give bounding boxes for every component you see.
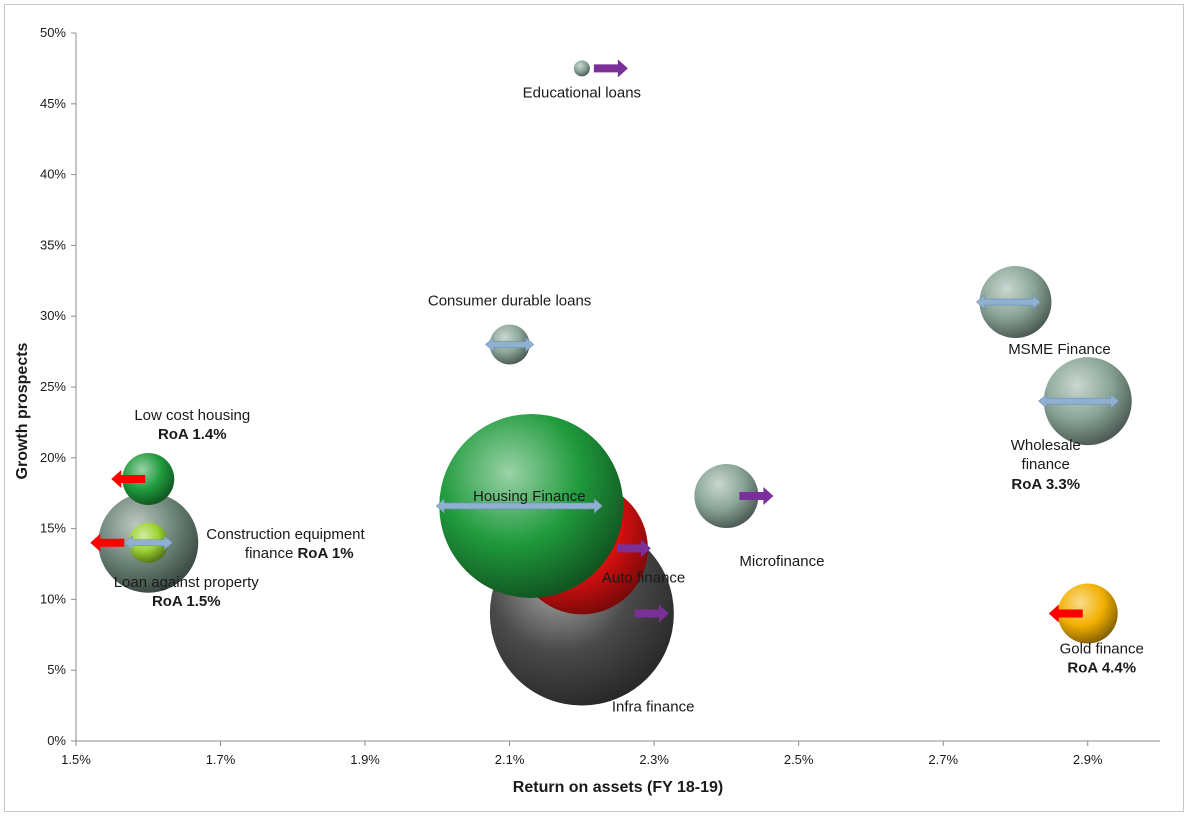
y-axis-title: Growth prospects bbox=[14, 342, 31, 479]
bubble-label: Infra finance bbox=[612, 699, 695, 716]
trend-arrow-left bbox=[111, 470, 146, 489]
bubble-label: Construction equipment finance RoA 1% bbox=[206, 526, 365, 562]
trend-arrow-flat bbox=[435, 498, 603, 514]
x-tick-label: 2.5% bbox=[784, 752, 814, 767]
x-tick-label: 1.7% bbox=[206, 752, 236, 767]
x-tick-label: 2.9% bbox=[1073, 752, 1103, 767]
trend-arrow-left bbox=[90, 533, 125, 552]
y-tick-label: 5% bbox=[47, 662, 66, 677]
bubble-label: Auto finance bbox=[602, 569, 685, 586]
ticks: 1.5% 1.7% 1.9% 2.1% 2.3% 2.5% 2.7% 2.9% 0% 5% 10% 1… bbox=[40, 25, 1103, 767]
y-tick-label: 35% bbox=[40, 237, 66, 252]
y-tick-label: 40% bbox=[40, 167, 66, 182]
trend-arrow-left bbox=[1048, 604, 1083, 623]
trend-arrow-right bbox=[593, 59, 628, 78]
x-axis-title: Return on assets (FY 18-19) bbox=[513, 779, 723, 796]
bubble-4 bbox=[122, 453, 175, 506]
chart-frame bbox=[4, 4, 1184, 812]
y-tick-label: 0% bbox=[47, 733, 66, 748]
bubble-7 bbox=[694, 464, 759, 529]
bubble-label: Wholesale finance RoA 3.3% bbox=[1011, 437, 1081, 493]
bubble-label: Educational loans bbox=[523, 84, 641, 101]
trend-arrow-flat bbox=[485, 336, 535, 353]
bubbles bbox=[98, 60, 1132, 706]
y-tick-label: 15% bbox=[40, 521, 66, 536]
trend-arrow-right bbox=[739, 487, 774, 506]
bubble-0 bbox=[573, 60, 590, 77]
y-tick-label: 45% bbox=[40, 96, 66, 111]
x-tick-label: 2.3% bbox=[639, 752, 669, 767]
y-tick-label: 50% bbox=[40, 25, 66, 40]
trend-arrow-right bbox=[634, 604, 669, 623]
bubble-label: Loan against property RoA 1.5% bbox=[114, 574, 260, 610]
y-tick-label: 25% bbox=[40, 379, 66, 394]
y-tick-label: 10% bbox=[40, 591, 66, 606]
y-tick-label: 20% bbox=[40, 450, 66, 465]
trend-arrows bbox=[90, 59, 1120, 623]
bubble-label: MSME Finance bbox=[1008, 341, 1111, 358]
bubble-label: Housing Finance bbox=[473, 488, 586, 505]
x-tick-label: 1.9% bbox=[350, 752, 380, 767]
bubble-label: Gold finance RoA 4.4% bbox=[1060, 641, 1144, 677]
bubble-11 bbox=[1057, 583, 1118, 644]
x-tick-label: 2.1% bbox=[495, 752, 525, 767]
x-tick-label: 1.5% bbox=[61, 752, 91, 767]
x-tick-label: 2.7% bbox=[928, 752, 958, 767]
bubble-labels: Educational loans Consumer durable loans M… bbox=[114, 84, 1144, 715]
bubble-label: Low cost housing RoA 1.4% bbox=[134, 407, 250, 443]
trend-arrow-flat bbox=[123, 535, 173, 551]
trend-arrow-flat bbox=[1038, 393, 1120, 409]
bubble-label: Consumer durable loans bbox=[428, 293, 591, 310]
trend-arrow-right bbox=[616, 539, 651, 558]
trend-arrow-flat bbox=[976, 294, 1041, 310]
y-tick-label: 30% bbox=[40, 308, 66, 323]
bubble-label: Microfinance bbox=[739, 553, 824, 570]
